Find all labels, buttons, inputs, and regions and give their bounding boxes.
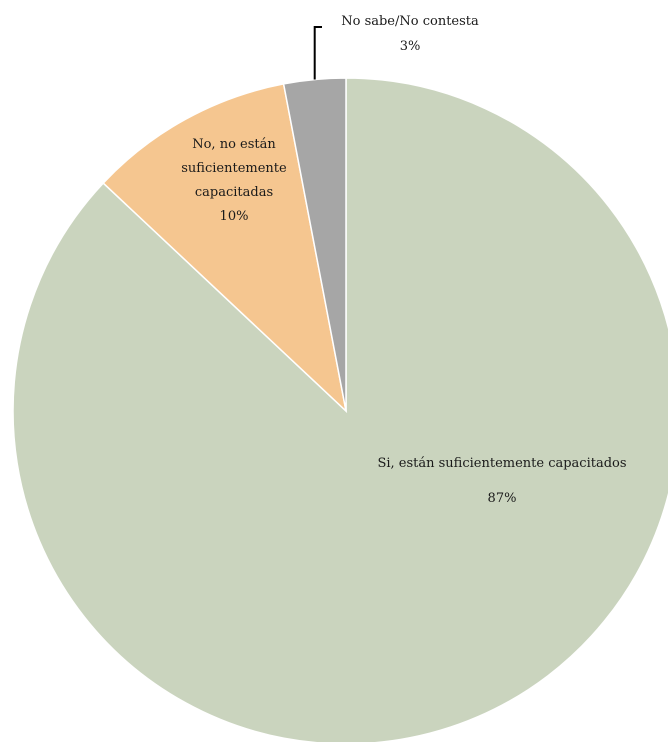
pie-slice-no-no-estan-suficientemente-capacitadas (102, 83, 348, 414)
leader-line (313, 26, 322, 80)
pie-slices (12, 77, 668, 742)
slice-label-no-sabe-no-contesta: No sabe/No contesta (341, 14, 479, 29)
slice-label-si-estan-suficientemente-capacitados: Si, están suficientemente capacitados (377, 456, 626, 471)
slice-value-label: 87% (488, 491, 517, 506)
slice-label-no-no-estan-suficientemente-capacitadas: No, no están suficientemente capacitadas (181, 137, 287, 200)
pie-slice-si-estan-suficientemente-capacitados (12, 77, 668, 742)
slice-label-line: No sabe/No contesta (341, 14, 479, 29)
slice-label-line: No, no están (192, 137, 276, 152)
slice-value-label: 10% (220, 209, 249, 224)
slice-label-line: capacitadas (195, 185, 273, 200)
slice-label-line: suficientemente (181, 161, 287, 176)
slice-label-line: Si, están suficientemente capacitados (377, 456, 626, 471)
pie-slice-no-sabe-no-contesta (282, 77, 347, 412)
slice-value-label: 3% (400, 39, 421, 54)
pie-labels: Si, están suficientemente capacitados 87%… (181, 14, 626, 506)
